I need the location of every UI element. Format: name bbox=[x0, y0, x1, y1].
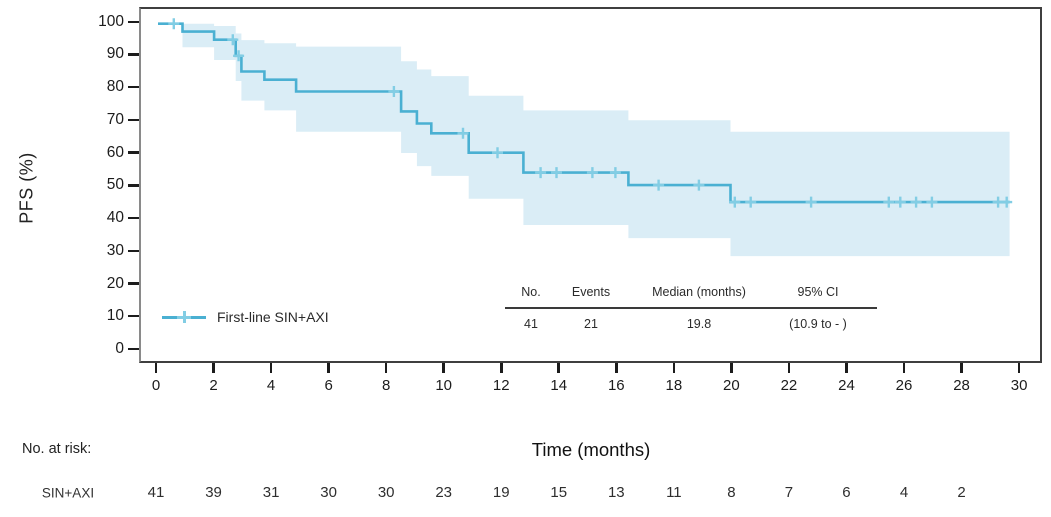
y-tick-label: 100 bbox=[98, 12, 124, 30]
risk-count: 8 bbox=[727, 484, 736, 501]
y-tick bbox=[128, 118, 139, 122]
x-tick bbox=[327, 363, 330, 373]
x-axis-label: Time (months) bbox=[531, 439, 651, 460]
x-tick bbox=[615, 363, 618, 373]
risk-count: 41 bbox=[147, 484, 165, 501]
km-curve-svg bbox=[158, 18, 1013, 257]
risk-count: 4 bbox=[899, 484, 909, 501]
y-tick bbox=[128, 53, 139, 56]
x-tick bbox=[787, 363, 791, 373]
risk-count: 7 bbox=[784, 484, 794, 501]
summary-header-ci: 95% CI bbox=[797, 285, 839, 299]
x-tick bbox=[557, 363, 561, 373]
risk-count: 2 bbox=[957, 484, 966, 501]
y-axis-label: PFS (%) bbox=[16, 152, 37, 224]
y-tick-label: 50 bbox=[106, 176, 124, 194]
summary-value-median: 19.8 bbox=[686, 317, 712, 331]
x-tick bbox=[960, 363, 963, 373]
y-tick bbox=[128, 85, 139, 89]
x-tick bbox=[845, 363, 848, 373]
summary-table-value-row: 41 21 19.8 (10.9 to - ) bbox=[500, 316, 882, 332]
y-tick bbox=[128, 249, 139, 252]
x-tick-label: 30 bbox=[1010, 377, 1028, 394]
summary-value-ci: (10.9 to - ) bbox=[789, 317, 847, 331]
y-tick-label: 30 bbox=[106, 241, 124, 259]
x-tick bbox=[269, 363, 273, 373]
x-tick-label: 16 bbox=[607, 377, 625, 394]
summary-value-no: 41 bbox=[524, 317, 538, 331]
x-tick-label: 20 bbox=[723, 377, 740, 394]
risk-count: 30 bbox=[320, 484, 337, 501]
x-tick-label: 0 bbox=[151, 377, 161, 394]
risk-count: 15 bbox=[550, 484, 568, 501]
y-tick bbox=[128, 184, 139, 187]
summary-table: No. Events Median (months) 95% CI 41 21 … bbox=[500, 284, 882, 332]
x-tick-label: 22 bbox=[780, 377, 798, 394]
y-tick-label: 60 bbox=[106, 143, 124, 161]
x-tick bbox=[442, 363, 445, 373]
risk-count: 11 bbox=[666, 484, 682, 501]
x-tick bbox=[1017, 363, 1021, 373]
y-tick bbox=[128, 315, 139, 318]
x-tick bbox=[672, 363, 676, 373]
x-tick-label: 28 bbox=[953, 377, 970, 394]
risk-count: 23 bbox=[435, 484, 453, 501]
x-tick-label: 26 bbox=[895, 377, 913, 394]
x-tick bbox=[154, 363, 158, 373]
risk-count: 39 bbox=[205, 484, 222, 501]
y-tick-label: 0 bbox=[115, 340, 124, 357]
summary-table-rule bbox=[505, 307, 877, 309]
summary-value-events: 21 bbox=[584, 317, 598, 331]
risk-count: 19 bbox=[492, 484, 510, 501]
x-tick bbox=[212, 363, 215, 373]
x-tick bbox=[499, 363, 503, 373]
summary-header-no: No. bbox=[521, 285, 541, 299]
x-tick-label: 10 bbox=[435, 377, 453, 394]
x-tick-label: 8 bbox=[381, 377, 391, 394]
y-tick bbox=[128, 216, 139, 220]
x-tick-label: 12 bbox=[492, 377, 510, 394]
y-tick bbox=[128, 347, 139, 351]
at-risk-title: No. at risk: bbox=[22, 441, 92, 457]
x-tick-label: 14 bbox=[550, 377, 568, 394]
y-tick bbox=[128, 151, 139, 154]
censored-line-icon bbox=[162, 309, 206, 325]
y-tick-label: 90 bbox=[106, 45, 124, 63]
x-tick bbox=[730, 363, 733, 373]
y-tick-label: 80 bbox=[106, 78, 124, 96]
x-tick-label: 4 bbox=[266, 377, 276, 394]
x-tick-label: 18 bbox=[665, 377, 683, 394]
risk-count: 31 bbox=[262, 484, 280, 501]
y-tick-label: 70 bbox=[106, 110, 124, 128]
summary-header-events: Events bbox=[571, 285, 611, 299]
plot-area bbox=[139, 7, 1042, 363]
y-tick-label: 40 bbox=[106, 209, 124, 227]
x-tick-label: 6 bbox=[324, 377, 333, 394]
summary-table-header-row: No. Events Median (months) 95% CI bbox=[500, 284, 882, 300]
risk-count: 13 bbox=[607, 484, 625, 501]
legend-label: First-line SIN+AXI bbox=[217, 309, 329, 325]
x-tick bbox=[902, 363, 906, 373]
summary-header-median: Median (months) bbox=[652, 285, 746, 299]
x-tick-label: 2 bbox=[209, 377, 218, 394]
y-tick-label: 10 bbox=[106, 307, 124, 325]
x-tick bbox=[384, 363, 388, 373]
risk-count: 6 bbox=[842, 484, 851, 501]
legend: First-line SIN+AXI bbox=[162, 309, 329, 325]
y-tick bbox=[128, 20, 139, 23]
risk-count: 30 bbox=[377, 484, 395, 501]
x-tick-label: 24 bbox=[838, 377, 855, 394]
y-tick bbox=[128, 282, 139, 285]
y-tick-label: 20 bbox=[106, 274, 124, 292]
at-risk-group-label: SIN+AXI bbox=[41, 485, 95, 501]
